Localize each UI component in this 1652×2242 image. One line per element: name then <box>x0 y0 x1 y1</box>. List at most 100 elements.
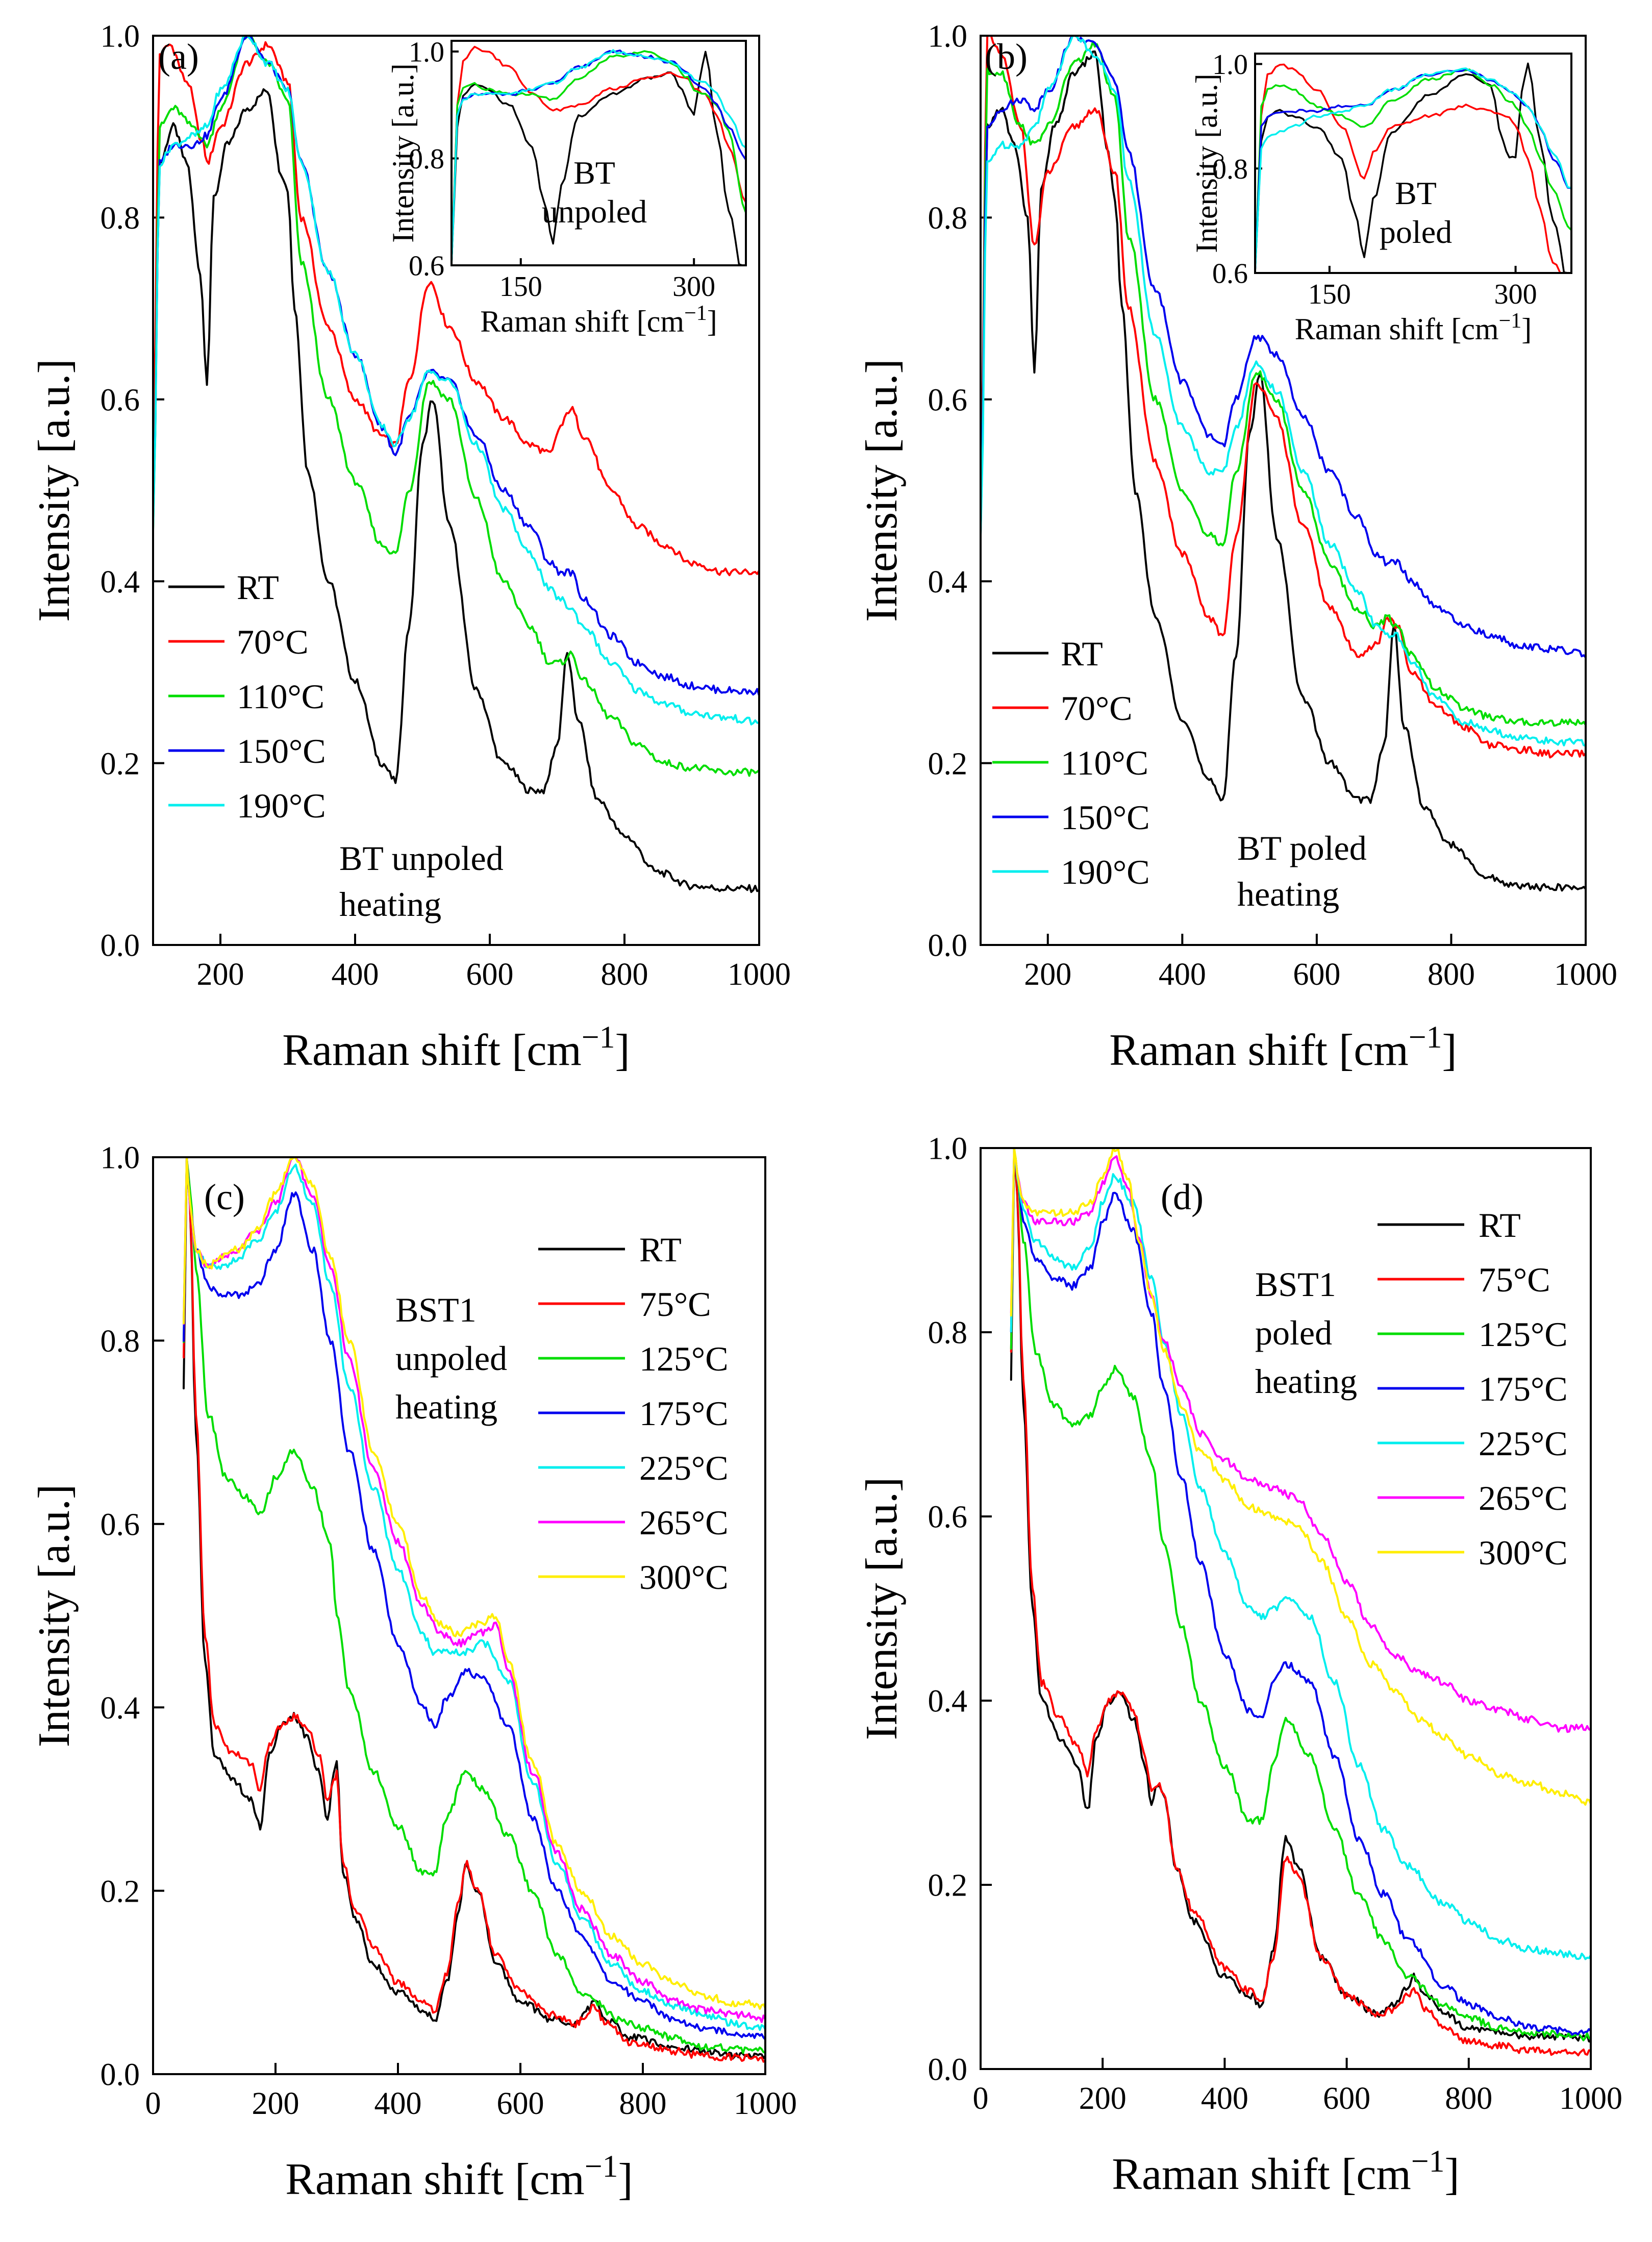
sample-annotation: BST1 <box>395 1290 477 1329</box>
x-axis-title: Raman shift [cm−1] <box>1112 2144 1459 2199</box>
sample-annotation: heating <box>1237 875 1339 913</box>
x-tick-label: 800 <box>601 957 648 992</box>
sample-annotation: BT poled <box>1237 829 1367 867</box>
plot-frame <box>152 1156 766 2075</box>
y-tick-label: 0.2 <box>928 746 968 781</box>
legend-label: 70°C <box>237 622 309 661</box>
sample-annotation: poled <box>1255 1313 1332 1352</box>
series-line <box>183 1157 765 2054</box>
y-tick-label: 0.8 <box>101 1324 140 1359</box>
sample-annotation: unpoled <box>395 1339 507 1378</box>
inset-y-axis-title: Intensity [a.u.] <box>1190 73 1223 253</box>
y-tick-label: 1.0 <box>409 37 444 68</box>
y-tick-label: 0.0 <box>928 2053 968 2087</box>
series-line <box>981 36 1586 659</box>
inset-annotation: poled <box>1380 214 1452 250</box>
y-axis-title: Intensity [a.u.] <box>30 1484 79 1748</box>
inset-annotation: unpoled <box>542 193 647 230</box>
y-tick-label: 0.4 <box>928 1684 968 1719</box>
panel-label: (a) <box>158 36 199 77</box>
plot-frame <box>980 1147 1592 2070</box>
x-tick-label: 1000 <box>1559 2081 1622 2116</box>
legend-label: RT <box>639 1230 682 1269</box>
y-tick-label: 0.0 <box>101 929 140 963</box>
series-group <box>183 1157 765 2063</box>
y-tick-label: 0.6 <box>928 383 968 418</box>
sample-annotation: heating <box>339 885 441 924</box>
y-tick-label: 0.8 <box>101 201 140 236</box>
legend-label: 190°C <box>1061 853 1150 891</box>
series-group <box>1010 1148 1591 2057</box>
inset-background <box>1255 54 1571 273</box>
x-tick-label: 1000 <box>734 2086 797 2121</box>
sample-annotation: BST1 <box>1255 1265 1336 1304</box>
inset-frame <box>450 40 747 266</box>
sample-annotation: heating <box>1255 1362 1357 1401</box>
legend-label: 150°C <box>237 732 326 770</box>
plot-frame <box>980 35 1587 946</box>
inset-annotation: BT <box>1395 175 1437 211</box>
x-tick-label: 600 <box>1293 957 1340 992</box>
series-line <box>153 41 759 577</box>
legend-label: 300°C <box>639 1558 729 1597</box>
y-tick-label: 1.0 <box>928 1132 968 1166</box>
y-tick-label: 0.2 <box>101 1874 140 1909</box>
series-line <box>981 36 1586 759</box>
legend-label: 70°C <box>1061 689 1133 728</box>
y-tick-label: 0.6 <box>101 1508 140 1542</box>
inset-x-axis-title: Raman shift [cm−1] <box>480 302 717 338</box>
x-tick-label: 150 <box>499 271 542 303</box>
series-line <box>1010 1148 1591 1960</box>
inset-series-group <box>452 45 746 265</box>
x-tick-label: 400 <box>374 2086 422 2121</box>
y-tick-label: 0.4 <box>101 1691 140 1726</box>
legend-label: RT <box>237 568 279 607</box>
y-tick-label: 1.0 <box>1212 49 1248 81</box>
x-tick-label: 300 <box>672 271 715 303</box>
y-tick-label: 0.8 <box>1212 154 1248 185</box>
y-tick-label: 0.6 <box>1212 258 1248 290</box>
x-tick-label: 0 <box>145 2086 161 2121</box>
y-tick-label: 1.0 <box>101 19 140 54</box>
inset-annotation: BT <box>573 155 615 191</box>
x-tick-label: 600 <box>1323 2081 1370 2116</box>
y-tick-label: 0.2 <box>928 1869 968 1903</box>
y-tick-label: 0.8 <box>409 143 444 175</box>
legend-label: 150°C <box>1061 798 1150 837</box>
panel-b: 200 400 600 800 1000 0.0 0.2 0.4 0.6 0.8 1.0 Raman … <box>857 19 1617 1075</box>
legend-label: RT <box>1061 634 1103 673</box>
x-tick-label: 600 <box>497 2086 544 2121</box>
x-tick-label: 200 <box>252 2086 299 2121</box>
legend-label: 110°C <box>1061 743 1148 782</box>
y-tick-label: 0.0 <box>928 929 968 963</box>
x-tick-label: 400 <box>332 957 379 992</box>
inset-series-line <box>1255 67 1571 272</box>
series-line <box>183 1157 765 2010</box>
legend-label: 265°C <box>1479 1479 1568 1517</box>
series-group <box>981 36 1586 892</box>
inset-frame <box>1254 53 1572 274</box>
x-tick-label: 0 <box>973 2081 989 2116</box>
legend-label: 125°C <box>1479 1315 1568 1354</box>
y-tick-label: 1.0 <box>928 19 968 54</box>
x-tick-label: 800 <box>619 2086 667 2121</box>
panel-a: 200 400 600 800 1000 0.0 0.2 0.4 0.6 0.8 1.0 Raman … <box>30 19 791 1075</box>
series-line <box>1010 1148 1591 1806</box>
x-axis-title: Raman shift [cm−1] <box>282 1020 630 1075</box>
y-axis-title: Intensity [a.u.] <box>857 359 907 622</box>
series-line <box>1010 1148 1591 2057</box>
inset-series-line <box>452 51 746 265</box>
inset-y-axis-title: Intensity [a.u.] <box>386 63 420 243</box>
panel-label: (d) <box>1161 1177 1204 1217</box>
y-axis-title: Intensity [a.u.] <box>30 359 79 622</box>
series-line <box>1010 1150 1591 1733</box>
y-axis-title: Intensity [a.u.] <box>857 1477 907 1740</box>
series-line <box>153 88 759 893</box>
legend: RT 70°C 110°C 150°C 190°C <box>992 634 1150 891</box>
inset: 150 300 0.6 0.8 1.0 Raman shift [cm−1] Intensi… <box>386 37 747 338</box>
y-tick-label: 0.6 <box>928 1500 968 1535</box>
plot-frame <box>152 35 760 946</box>
legend: RT 75°C 125°C 175°C 225°C 265°C 300°C <box>1378 1206 1568 1572</box>
x-tick-label: 200 <box>197 957 244 992</box>
